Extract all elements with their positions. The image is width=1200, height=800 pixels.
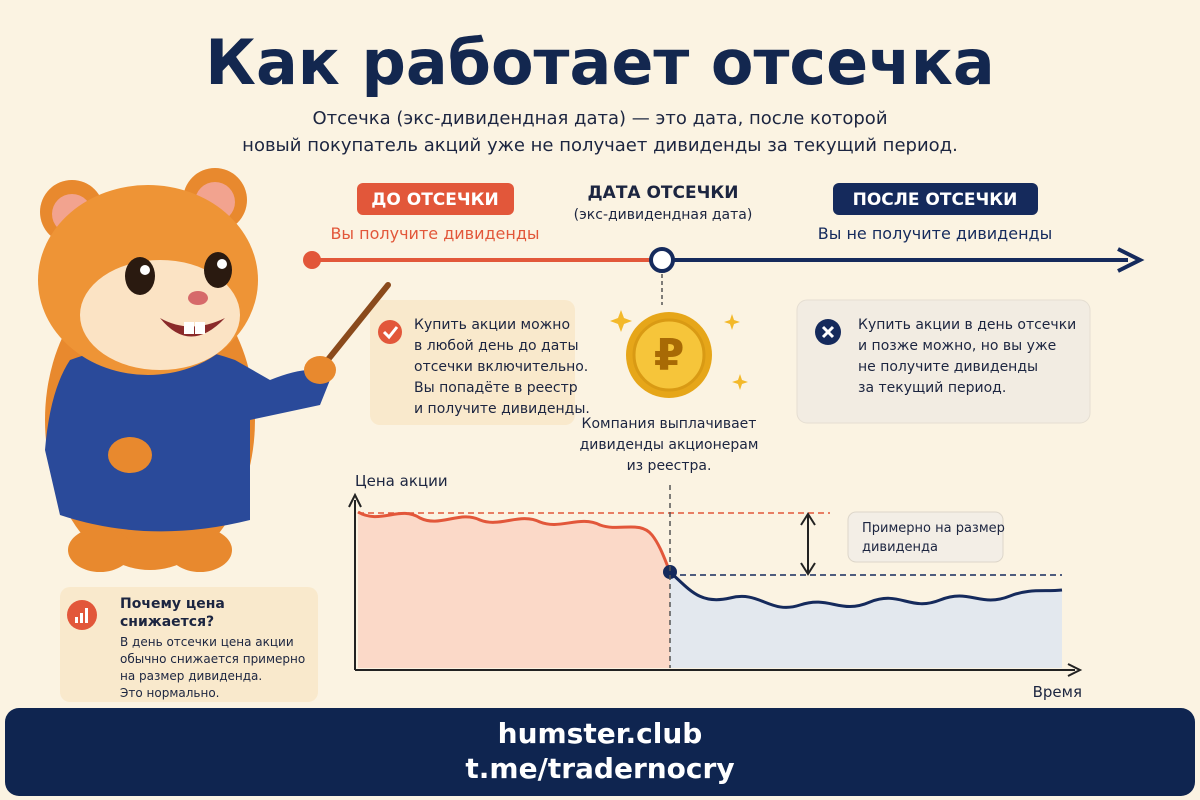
decoration	[357, 183, 514, 215]
date-label: ДАТА ОТСЕЧКИ	[588, 183, 739, 203]
subtitle: Отсечка (экс-дивидендная дата) — это дат…	[312, 108, 887, 129]
annotation: дивиденда	[862, 540, 938, 555]
decoration	[382, 326, 399, 340]
decoration	[800, 512, 816, 576]
title: Как работает отсечка	[205, 26, 994, 99]
price-chart	[348, 485, 1083, 677]
footer-line: t.me/tradernocry	[465, 752, 734, 785]
why-box	[60, 587, 318, 702]
pill-label: ПОСЛЕ ОТСЕЧКИ	[853, 190, 1018, 210]
y-axis-label: Цена акции	[355, 472, 448, 490]
decoration	[821, 325, 835, 339]
decoration	[68, 528, 132, 572]
note: Вы получите дивиденды	[330, 224, 539, 243]
decoration	[188, 291, 208, 305]
card-line: в любой день до даты	[414, 338, 579, 354]
hamster	[38, 168, 391, 572]
card-line: и позже можно, но вы уже	[858, 338, 1056, 354]
note: (экс-дивидендная дата)	[574, 207, 753, 223]
why-title: Почему цена	[120, 596, 225, 612]
decoration	[670, 572, 1062, 668]
decoration	[1067, 663, 1083, 677]
card-line: не получите дивиденды	[858, 359, 1038, 375]
why-line: на размер дивиденда.	[120, 669, 262, 683]
decoration	[85, 608, 88, 623]
decoration	[1117, 247, 1145, 273]
why-line: Это нормально.	[120, 686, 219, 700]
annotation: Примерно на размер	[862, 521, 1005, 536]
why-title: снижается?	[120, 614, 214, 630]
footer-line: humster.club	[498, 717, 703, 750]
decoration	[125, 257, 155, 295]
timeline	[303, 183, 1145, 305]
decoration	[649, 247, 675, 273]
coin-symbol: ₽	[654, 330, 685, 381]
card-line: Вы попадёте в реестр	[414, 380, 578, 396]
card-before	[370, 300, 575, 425]
decoration	[75, 617, 78, 623]
decoration	[304, 356, 336, 384]
decoration	[80, 613, 83, 623]
decoration	[80, 260, 240, 370]
card-after-text: Купить акции в день отсечки и позже можн…	[858, 317, 1076, 396]
decoration	[140, 265, 150, 275]
decoration	[60, 587, 318, 702]
decoration	[847, 511, 1004, 563]
card-before-text: Купить акции можно в любой день до даты …	[414, 317, 590, 417]
decoration	[348, 492, 362, 508]
card-line: и получите дивиденды.	[414, 401, 590, 417]
decoration	[315, 282, 391, 375]
decoration	[303, 251, 321, 269]
card-line: за текущий период.	[858, 380, 1006, 396]
decoration	[168, 528, 232, 572]
decoration	[668, 570, 1063, 609]
decoration	[45, 345, 330, 532]
note: Вы не получите дивиденды	[818, 224, 1052, 243]
decoration	[378, 320, 402, 344]
decoration	[610, 310, 748, 390]
coin-line: дивиденды акционерам	[580, 437, 759, 453]
decoration	[358, 512, 670, 668]
decoration	[5, 708, 1195, 796]
decoration	[833, 183, 1038, 215]
decoration	[217, 259, 227, 269]
decoration	[108, 437, 152, 473]
decoration	[357, 510, 672, 573]
x-axis-label: Время	[1033, 683, 1082, 701]
decoration	[370, 300, 575, 425]
decoration	[195, 322, 205, 334]
decoration	[796, 299, 1091, 424]
decoration	[184, 322, 194, 334]
why-line: В день отсечки цена акции	[120, 635, 294, 649]
why-line: обычно снижается примерно	[120, 652, 305, 666]
pill-label: ДО ОТСЕЧКИ	[371, 190, 499, 210]
decoration	[632, 318, 706, 392]
footer	[5, 708, 1195, 796]
card-line: Купить акции в день отсечки	[858, 317, 1076, 333]
card-line: Купить акции можно	[414, 317, 570, 333]
coin	[610, 310, 748, 398]
subtitle: новый покупатель акций уже не получает д…	[242, 135, 958, 156]
card-line: отсечки включительно.	[414, 359, 588, 375]
coin-line: Компания выплачивает	[582, 416, 757, 432]
coin-line: из реестра.	[627, 458, 712, 474]
decoration	[204, 252, 232, 288]
card-after	[796, 299, 1091, 424]
